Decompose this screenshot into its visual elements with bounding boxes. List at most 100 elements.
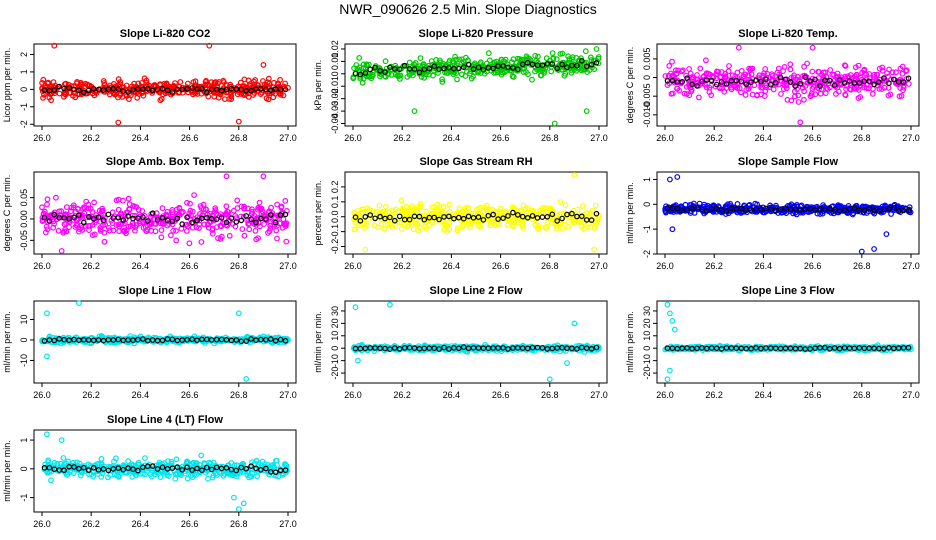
x-tick-label: 26.0 <box>33 390 51 400</box>
outlier-point <box>362 246 369 253</box>
mean-point <box>886 80 892 87</box>
mean-point <box>876 79 882 85</box>
mean-point <box>703 77 710 83</box>
data-point <box>861 84 868 91</box>
outlier-point <box>260 62 267 68</box>
outlier-point <box>243 376 250 382</box>
data-point <box>197 203 204 209</box>
mean-point <box>524 59 531 66</box>
y-tick-label: -2 <box>19 120 29 128</box>
mean-point <box>267 87 274 94</box>
data-point <box>142 455 148 462</box>
data-point <box>889 69 896 76</box>
x-tick-label: 26.2 <box>393 390 411 400</box>
outlier-point <box>667 310 673 317</box>
y-axis-label: percent per min. <box>313 180 323 245</box>
data-point <box>158 227 165 234</box>
data-point <box>53 194 59 201</box>
data-point <box>450 58 456 64</box>
x-tick-label: 26.0 <box>344 133 362 143</box>
data-point <box>696 94 702 101</box>
y-axis-label: degrees C per min. <box>2 175 12 252</box>
data-point <box>70 89 77 96</box>
mean-point <box>733 77 740 84</box>
mean-point <box>377 68 383 74</box>
y-tick-label: 0 <box>19 337 29 342</box>
y-tick-label: -1 <box>19 494 29 502</box>
data-point <box>245 220 252 227</box>
outlier-point <box>667 367 673 374</box>
mean-point <box>233 219 240 225</box>
data-point <box>184 199 190 206</box>
chart-title: Slope Line 2 Flow <box>430 285 523 297</box>
mean-point <box>723 81 730 87</box>
x-tick-label: 26.4 <box>443 390 461 400</box>
data-point <box>485 50 492 57</box>
data-point <box>173 237 180 244</box>
data-point <box>177 79 184 85</box>
mean-point <box>431 63 438 69</box>
data-point <box>283 238 290 245</box>
data-point <box>282 222 289 229</box>
outlier-point <box>44 353 50 360</box>
data-point <box>780 68 786 74</box>
data-point <box>252 227 259 234</box>
y-tick-label: -0.005 <box>642 83 652 109</box>
outlier-point <box>551 120 558 127</box>
data-point <box>280 92 287 99</box>
data-point <box>274 222 280 229</box>
mean-point <box>120 88 127 95</box>
y-tick-label: 10 <box>330 331 340 341</box>
mean-point <box>836 77 843 83</box>
data-point <box>532 68 538 75</box>
data-point <box>282 197 289 204</box>
mean-point <box>748 79 754 85</box>
chart-title: Slope Line 4 (LT) Flow <box>107 414 223 426</box>
x-tick-label: 26.0 <box>33 133 51 143</box>
data-point <box>97 227 104 234</box>
mean-point <box>694 83 700 89</box>
data-point <box>822 90 829 97</box>
mean-point <box>718 79 725 85</box>
data-point <box>787 61 794 68</box>
data-point <box>140 88 147 95</box>
mean-point <box>812 76 818 83</box>
data-point <box>681 90 688 97</box>
data-point <box>523 208 530 215</box>
x-tick-label: 26.4 <box>443 261 461 271</box>
mean-point <box>248 216 254 223</box>
data-point <box>549 50 556 56</box>
outlier-point <box>223 173 230 180</box>
mean-point <box>684 75 690 82</box>
mean-point <box>826 77 833 84</box>
data-point <box>183 227 190 234</box>
y-tick-label: 10 <box>642 331 652 341</box>
data-point <box>40 94 46 101</box>
data-point <box>801 63 807 70</box>
outlier-point <box>797 119 804 126</box>
data-point <box>143 82 150 89</box>
data-point <box>871 71 878 78</box>
data-point <box>131 227 138 234</box>
data-point <box>817 90 824 97</box>
data-point <box>109 209 116 216</box>
data-point <box>703 71 710 78</box>
outlier-point <box>858 248 865 255</box>
chart-title: Slope Li-820 Pressure <box>419 28 534 40</box>
x-tick-label: 26.4 <box>132 261 150 271</box>
data-point <box>215 94 222 101</box>
mean-point <box>767 81 774 88</box>
mean-point <box>213 216 220 223</box>
data-point <box>853 72 860 78</box>
x-tick-label: 27.0 <box>590 390 608 400</box>
data-point <box>218 233 225 240</box>
data-point <box>900 82 907 89</box>
x-tick-label: 26.0 <box>656 390 674 400</box>
data-point <box>734 200 741 207</box>
data-point <box>56 90 63 97</box>
mean-point <box>362 214 369 220</box>
x-tick-label: 26.6 <box>804 261 822 271</box>
data-point <box>351 226 358 233</box>
mean-point <box>238 86 245 93</box>
